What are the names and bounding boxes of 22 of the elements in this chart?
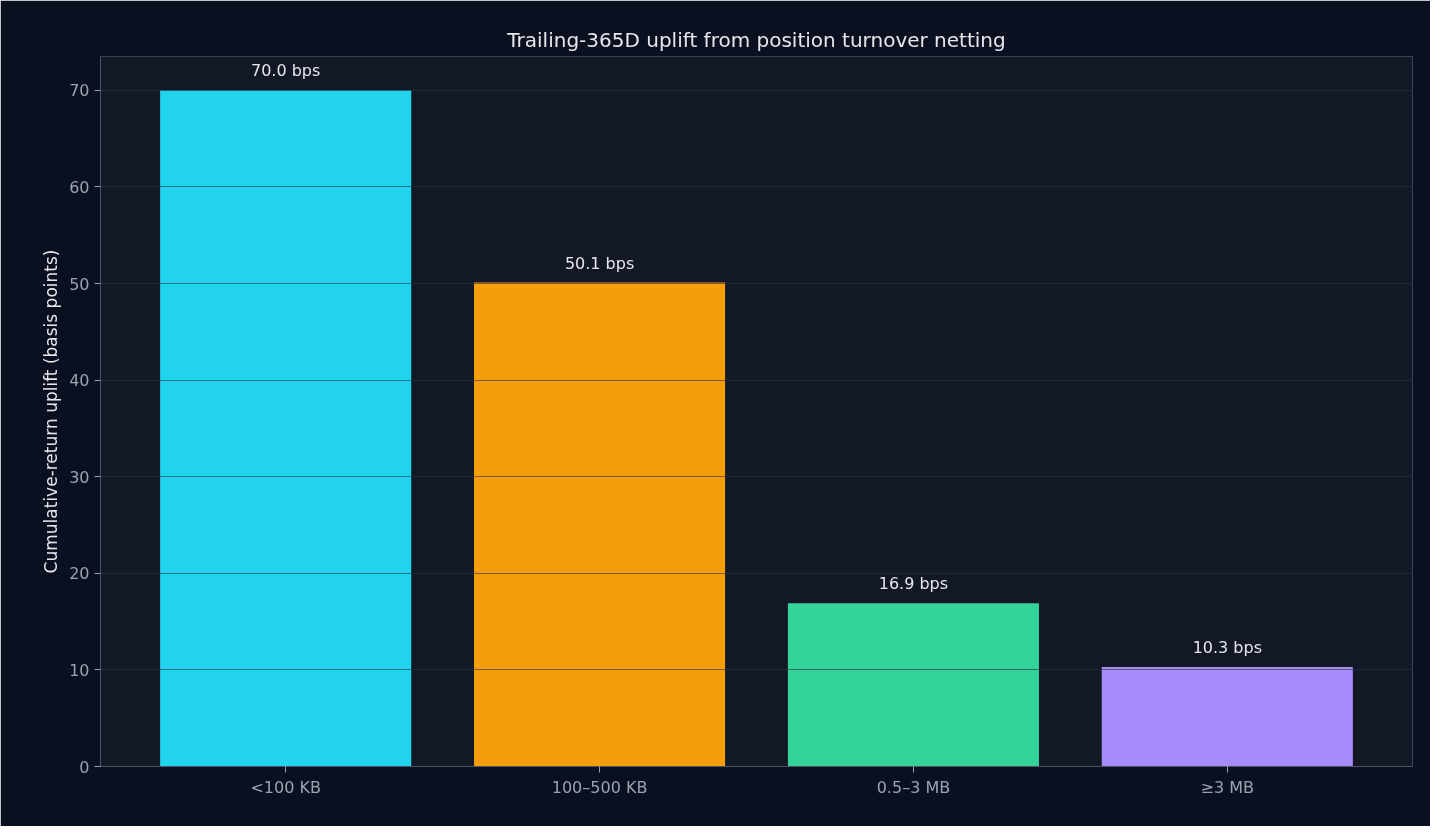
y-tick-label: 60	[69, 177, 90, 197]
bar	[474, 282, 726, 767]
bar	[787, 603, 1039, 767]
y-tick-label: 70	[69, 81, 90, 101]
y-tick-label: 50	[69, 274, 90, 294]
y-tick-label: 10	[69, 660, 90, 680]
x-tick-label: 100–500 KB	[551, 777, 648, 797]
data-label: 70.0 bps	[251, 61, 321, 81]
y-tick-label: 0	[79, 757, 90, 777]
x-tick-label: 0.5–3 MB	[876, 777, 951, 797]
chart-title: Trailing-365D uplift from position turnover netting	[506, 27, 1006, 52]
bar	[160, 90, 412, 767]
x-tick-label: <100 KB	[250, 777, 321, 797]
y-tick-label: 40	[69, 371, 90, 391]
data-label: 50.1 bps	[564, 253, 635, 273]
y-tick-label: 20	[69, 564, 90, 584]
data-label: 10.3 bps	[1192, 638, 1262, 657]
y-axis-title: Cumulative-return uplift (basis points)	[41, 249, 62, 574]
x-tick-label: ≥3 MB	[1200, 777, 1255, 797]
bar	[1101, 667, 1353, 767]
y-tick-label: 30	[69, 467, 90, 487]
data-label: 16.9 bps	[878, 574, 949, 594]
